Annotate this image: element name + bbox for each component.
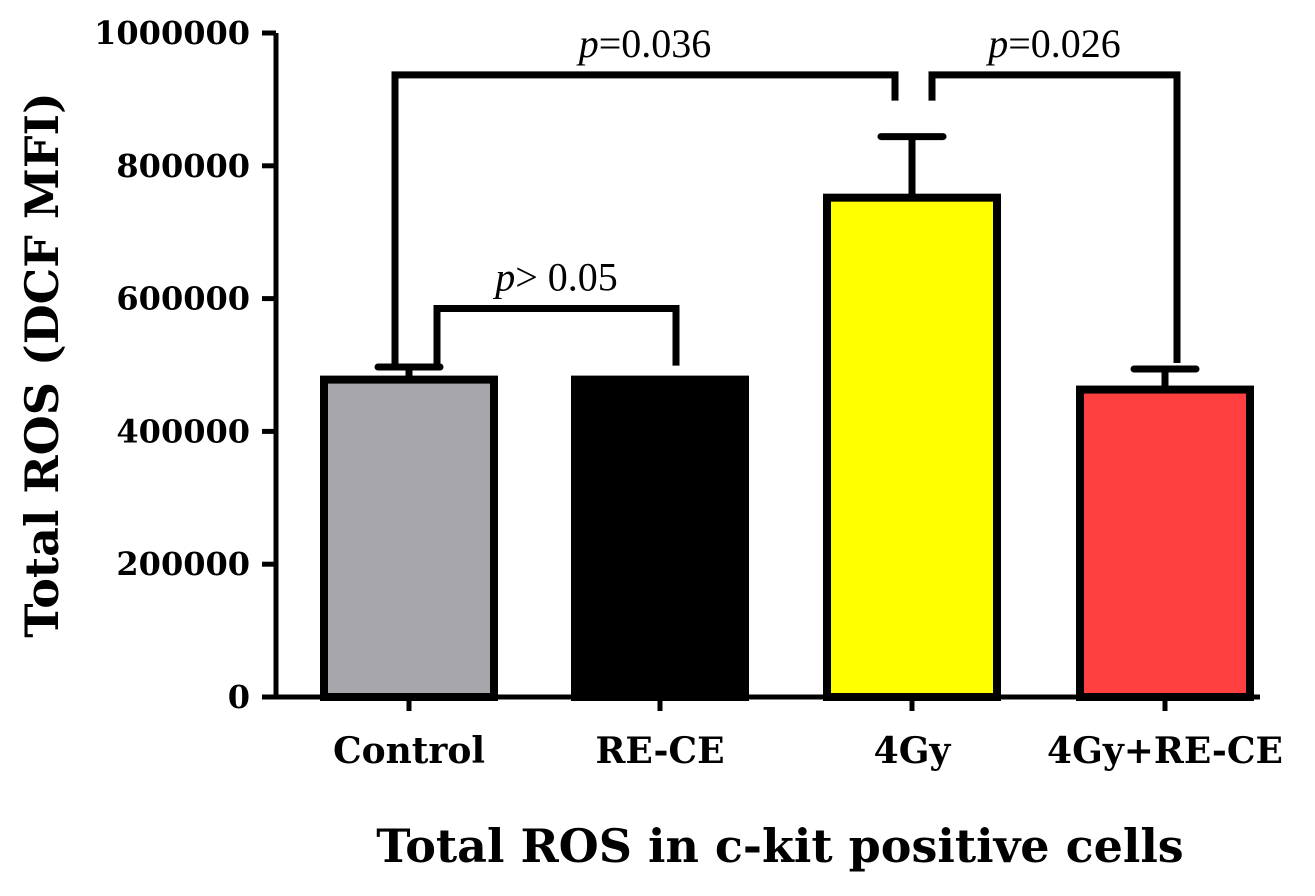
y-tick-label: 200000 bbox=[116, 545, 250, 583]
y-tick-label: 400000 bbox=[116, 412, 250, 450]
x-tick-label: 4Gy+RE-CE bbox=[1047, 730, 1283, 772]
bar-4gy-re-ce bbox=[1080, 390, 1250, 697]
significance-annotations: p> 0.05p=0.036 p=0.026 bbox=[395, 21, 1177, 366]
significance-bracket bbox=[437, 309, 676, 366]
y-tick-label: 600000 bbox=[116, 280, 250, 318]
p-value-label: p=0.026 bbox=[985, 21, 1121, 66]
p-symbol: p bbox=[492, 255, 515, 300]
x-ticks-layer: Control RE-CE 4Gy 4Gy+RE-CE bbox=[333, 697, 1283, 772]
x-tick-label: Control bbox=[333, 730, 485, 772]
y-axis-title: Total ROS (DCF MFI) bbox=[15, 92, 69, 638]
x-tick-label: RE-CE bbox=[595, 730, 724, 772]
bars-layer bbox=[324, 198, 1250, 697]
significance-bracket bbox=[395, 75, 895, 365]
y-tick-label: 0 bbox=[228, 678, 250, 716]
y-ticks-layer: 0 200000 400000 600000 800000 1000000 bbox=[94, 14, 276, 716]
p-value-text: =0.036 bbox=[599, 21, 712, 66]
bar-chart: 0 200000 400000 600000 800000 1000000 Control… bbox=[0, 0, 1315, 896]
p-value-text: > 0.05 bbox=[515, 255, 618, 300]
x-tick-label: 4Gy bbox=[874, 730, 952, 772]
p-symbol: p bbox=[985, 21, 1008, 66]
x-axis-title: Total ROS in c-kit positive cells bbox=[376, 819, 1183, 873]
p-value-label: p> 0.05 bbox=[492, 255, 618, 300]
bar-re-ce bbox=[575, 380, 745, 697]
p-value-text: =0.026 bbox=[1008, 21, 1121, 66]
y-tick-label: 1000000 bbox=[94, 14, 250, 52]
p-value-label: p=0.036 bbox=[576, 21, 712, 66]
bar-4gy bbox=[827, 198, 997, 697]
bar-control bbox=[324, 380, 494, 697]
y-tick-label: 800000 bbox=[116, 147, 250, 185]
p-symbol: p bbox=[576, 21, 599, 66]
